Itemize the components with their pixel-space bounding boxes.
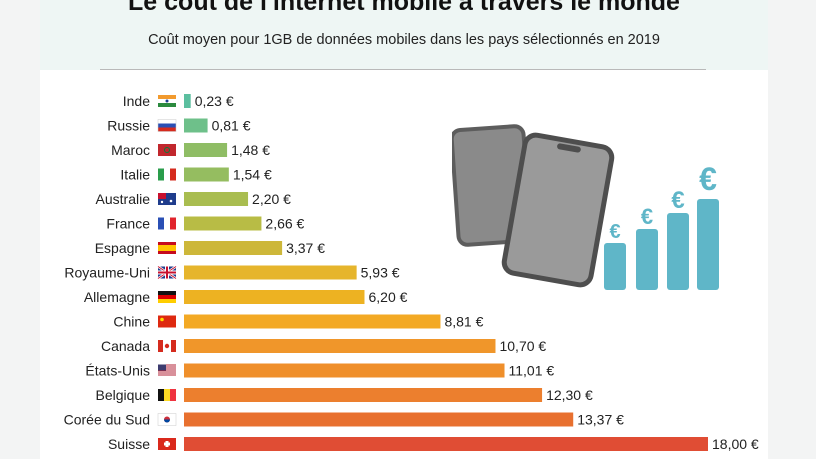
chart-subtitle: Coût moyen pour 1GB de données mobiles d… — [148, 32, 660, 48]
chart-title: Le coût de l'internet mobile à travers l… — [128, 0, 680, 16]
value-label: 6,20 € — [368, 289, 407, 305]
category-label: Chine — [113, 314, 150, 330]
bar-5 — [184, 192, 249, 206]
category-label: Royaume-Uni — [64, 265, 150, 281]
flag-russia-icon — [157, 119, 177, 132]
euro-sign-2: € — [641, 204, 653, 229]
bar-15 — [184, 437, 708, 451]
value-label: 12,30 € — [546, 387, 593, 403]
value-label: 0,81 € — [212, 118, 251, 134]
flag-china-icon — [158, 315, 176, 328]
value-label: 11,01 € — [509, 363, 555, 379]
value-label: 2,66 € — [265, 216, 304, 232]
bar-3 — [184, 143, 228, 157]
value-label: 2,20 € — [252, 191, 291, 207]
flag-morocco-icon — [158, 144, 176, 156]
flag-belgium-icon — [158, 389, 176, 401]
value-label: 10,70 € — [499, 338, 546, 354]
flag-spain-icon — [158, 242, 176, 254]
category-label: Corée du Sud — [64, 412, 150, 428]
header-divider — [100, 69, 706, 70]
bar-6 — [184, 216, 262, 231]
bar-4 — [184, 167, 229, 182]
bar-9 — [184, 290, 365, 304]
header-panel — [40, 0, 768, 70]
category-label: Suisse — [108, 436, 150, 452]
phones-illustration: € € € € — [452, 124, 719, 290]
flag-germany-icon — [158, 291, 176, 303]
euro-bars-icon: € € € € — [604, 161, 719, 290]
bar-2 — [184, 118, 208, 133]
category-label: Maroc — [111, 142, 150, 158]
bar-14 — [184, 412, 574, 427]
bar-10 — [184, 314, 441, 329]
flag-switzerland-icon — [158, 438, 176, 450]
flag-italy-icon — [158, 168, 176, 181]
category-label: États-Unis — [85, 363, 150, 379]
bar-11 — [184, 339, 496, 353]
phone-front-icon — [501, 132, 615, 288]
value-label: 0,23 € — [195, 93, 234, 109]
bar-13 — [184, 388, 543, 402]
value-label: 3,37 € — [286, 240, 325, 256]
category-label: Espagne — [95, 240, 150, 256]
flag-australia-icon — [158, 193, 176, 205]
flag-usa-icon — [158, 364, 176, 377]
value-label: 1,54 € — [233, 167, 272, 183]
category-label: France — [106, 216, 150, 232]
category-label: Allemagne — [84, 289, 150, 305]
value-label: 8,81 € — [444, 314, 483, 330]
value-label: 5,93 € — [361, 265, 400, 281]
category-label: Inde — [123, 93, 150, 109]
value-label: 18,00 € — [712, 436, 759, 452]
euro-sign-4: € — [699, 161, 717, 197]
euro-sign-1: € — [609, 221, 620, 243]
value-label: 1,48 € — [231, 142, 270, 158]
bar-7 — [184, 241, 283, 255]
bar-12 — [184, 363, 505, 378]
flag-india-icon — [158, 95, 176, 107]
category-label: Italie — [120, 167, 150, 183]
flag-canada-icon — [158, 340, 176, 352]
category-label: Russie — [107, 118, 150, 134]
bar-8 — [184, 265, 357, 280]
value-label: 13,37 € — [577, 412, 624, 428]
flag-korea-icon — [157, 413, 177, 426]
bar-1 — [184, 94, 191, 108]
category-label: Belgique — [96, 387, 151, 403]
flag-uk-icon — [157, 265, 177, 280]
flag-france-icon — [158, 217, 176, 230]
category-label: Canada — [101, 338, 150, 354]
euro-sign-3: € — [671, 187, 684, 214]
category-label: Australie — [96, 191, 151, 207]
